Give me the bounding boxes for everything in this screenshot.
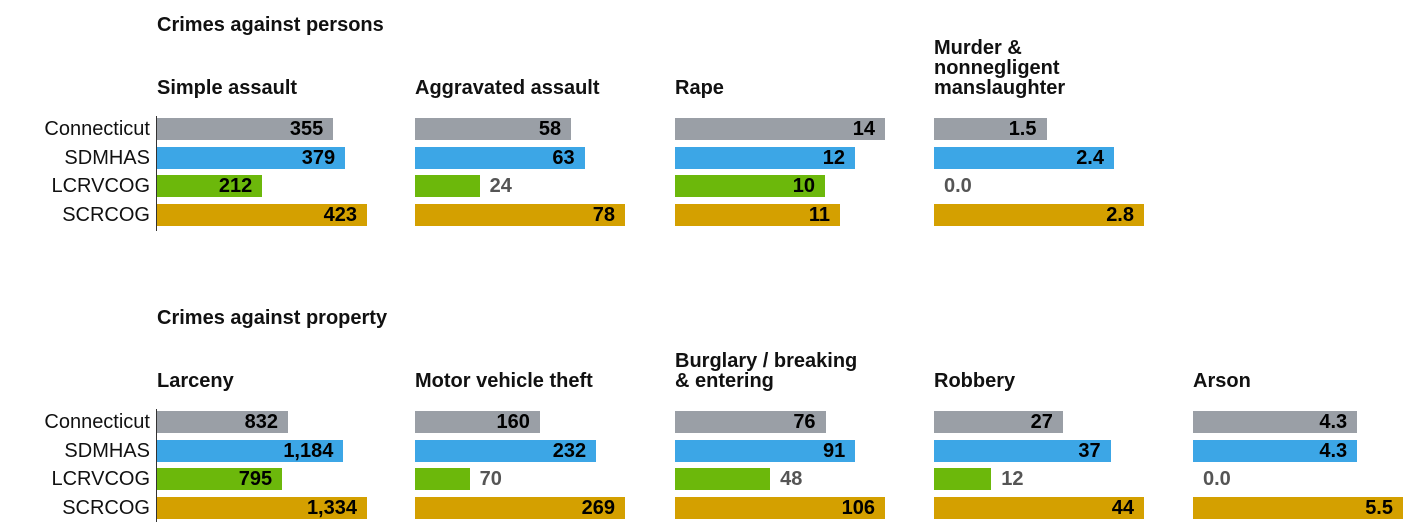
bar: [157, 497, 367, 520]
value-label: 24: [489, 175, 512, 198]
row-label: Connecticut: [44, 411, 150, 433]
value-label: 14: [852, 118, 875, 140]
value-label: 355: [289, 118, 324, 140]
bar: [675, 118, 885, 140]
axis-line: [156, 409, 157, 522]
value-label: 232: [552, 439, 587, 462]
value-label: 0.0: [1203, 468, 1231, 491]
bar: [415, 118, 572, 140]
value-label: 379: [301, 146, 336, 169]
value-label: 269: [581, 497, 615, 520]
value-label: 2.4: [1076, 146, 1104, 169]
value-label: 37: [1078, 439, 1101, 462]
bar: [675, 146, 855, 169]
value-label: 58: [538, 118, 562, 140]
row-label: SDMHAS: [64, 146, 150, 169]
value-label: 4.3: [1319, 439, 1348, 462]
value-label: 12: [822, 146, 845, 169]
bar: [415, 146, 585, 169]
value-label: 795: [238, 468, 273, 491]
bar: [934, 146, 1114, 169]
value-label: 78: [592, 204, 615, 227]
bar: [157, 146, 346, 169]
value-label: 212: [218, 175, 253, 198]
group-title: Crimes against persons: [157, 14, 384, 36]
value-label: 76: [793, 411, 816, 433]
row-label: LCRVCOG: [51, 468, 150, 491]
bar: [415, 411, 540, 433]
value-label: 106: [841, 497, 875, 520]
panel-title: Aggravated assault: [415, 77, 600, 99]
bar: [675, 175, 825, 198]
row-label: SCRCOG: [62, 497, 150, 520]
value-label: 423: [323, 204, 357, 227]
bar: [157, 468, 283, 491]
value-label: 160: [496, 411, 530, 433]
bar: [675, 468, 771, 491]
value-label: 1.5: [1008, 118, 1037, 140]
row-label: Connecticut: [44, 118, 150, 140]
bar: [934, 468, 992, 491]
bar: [1193, 411, 1358, 433]
panel-title: Murder & nonnegligent manslaughter: [934, 37, 1066, 99]
value-label: 11: [808, 204, 830, 227]
row-label: SCRCOG: [62, 204, 150, 227]
panel-title: Rape: [675, 77, 724, 99]
bar: [675, 439, 856, 462]
value-label: 44: [1111, 497, 1134, 520]
panel-title: Burglary / breaking & entering: [675, 350, 858, 392]
axis-line: [156, 116, 157, 231]
value-label: 27: [1030, 411, 1053, 433]
value-label: 4.3: [1319, 411, 1348, 433]
group-title: Crimes against property: [157, 307, 388, 329]
bar: [934, 439, 1111, 462]
panel-title: Robbery: [934, 370, 1016, 392]
value-label: 0.0: [944, 175, 972, 198]
row-label: LCRVCOG: [51, 175, 150, 198]
panel-title: Larceny: [157, 370, 234, 392]
value-label: 1,184: [283, 439, 334, 462]
bar: [415, 497, 625, 520]
bar: [157, 439, 344, 462]
value-label: 1,334: [306, 497, 357, 520]
value-label: 12: [1001, 468, 1024, 491]
bar: [675, 411, 826, 433]
value-label: 48: [780, 468, 803, 491]
value-label: 63: [552, 146, 575, 169]
value-label: 91: [823, 439, 846, 462]
bar: [415, 468, 470, 491]
value-label: 70: [479, 468, 502, 491]
value-label: 2.8: [1106, 204, 1134, 227]
bar: [415, 175, 480, 198]
bar: [934, 118, 1047, 140]
value-label: 832: [244, 411, 278, 433]
bar: [157, 175, 263, 198]
bar: [675, 204, 840, 227]
bar: [934, 411, 1063, 433]
bar: [934, 204, 1144, 227]
bar: [415, 439, 597, 462]
bar: [934, 497, 1144, 520]
bar: [1193, 439, 1358, 462]
panel-title: Arson: [1193, 370, 1251, 392]
bar: [675, 497, 885, 520]
panel-title: Motor vehicle theft: [415, 370, 593, 392]
value-label: 10: [792, 175, 815, 198]
bar: [157, 411, 288, 433]
value-label: 5.5: [1365, 497, 1393, 520]
panel-title: Simple assault: [157, 77, 298, 99]
row-label: SDMHAS: [64, 439, 150, 462]
bar: [415, 204, 625, 227]
bar: [1193, 497, 1403, 520]
bar: [157, 204, 367, 227]
bar: [157, 118, 334, 140]
